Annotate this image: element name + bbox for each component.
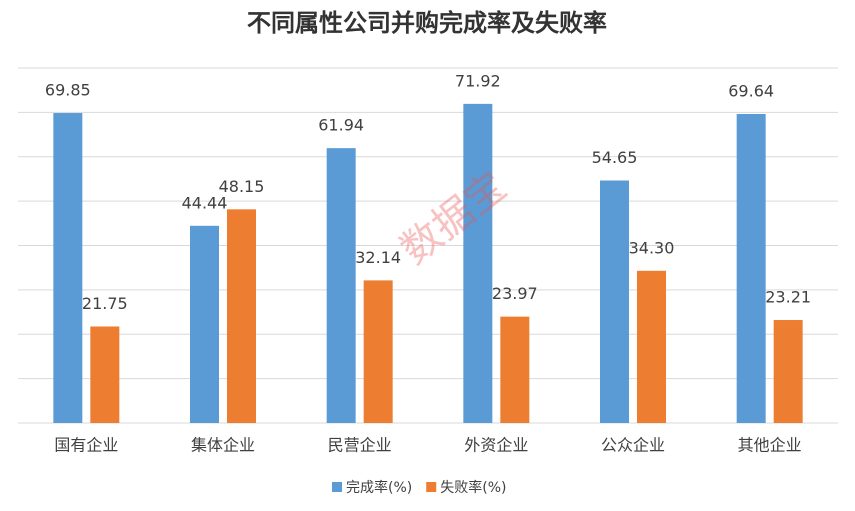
bar <box>600 180 629 423</box>
bar <box>736 113 766 423</box>
bar <box>363 280 393 423</box>
chart-title: 不同属性公司并购完成率及失败率 <box>247 9 607 37</box>
x-tick-label: 民营企业 <box>328 436 392 455</box>
legend-label: 失败率(%) <box>440 479 506 496</box>
value-label: 23.21 <box>765 288 811 307</box>
bar <box>637 270 666 423</box>
value-label: 69.85 <box>45 81 91 100</box>
x-tick-label: 其他企业 <box>738 436 802 455</box>
x-tick-label: 国有企业 <box>54 436 118 455</box>
value-label: 48.15 <box>219 177 265 196</box>
value-label: 32.14 <box>355 248 401 267</box>
value-label: 21.75 <box>82 294 128 313</box>
legend-swatch <box>426 482 437 492</box>
bar <box>463 103 493 423</box>
bar <box>500 316 530 423</box>
value-label: 34.30 <box>629 238 675 257</box>
value-label: 44.44 <box>182 193 228 212</box>
bar <box>773 320 803 423</box>
x-tick-label: 公众企业 <box>601 436 665 455</box>
value-label: 23.97 <box>492 284 538 303</box>
legend-swatch <box>332 482 342 492</box>
x-tick-label: 外资企业 <box>464 436 528 455</box>
bar <box>190 225 219 423</box>
value-label: 69.64 <box>728 81 774 100</box>
value-label: 71.92 <box>455 71 501 90</box>
bar <box>227 209 256 423</box>
x-tick-label: 集体企业 <box>191 436 255 455</box>
value-label: 54.65 <box>592 148 638 167</box>
legend-label: 完成率(%) <box>346 479 412 496</box>
value-label: 61.94 <box>318 116 364 135</box>
bar <box>53 113 83 424</box>
bar <box>326 148 356 424</box>
bar <box>90 326 120 423</box>
